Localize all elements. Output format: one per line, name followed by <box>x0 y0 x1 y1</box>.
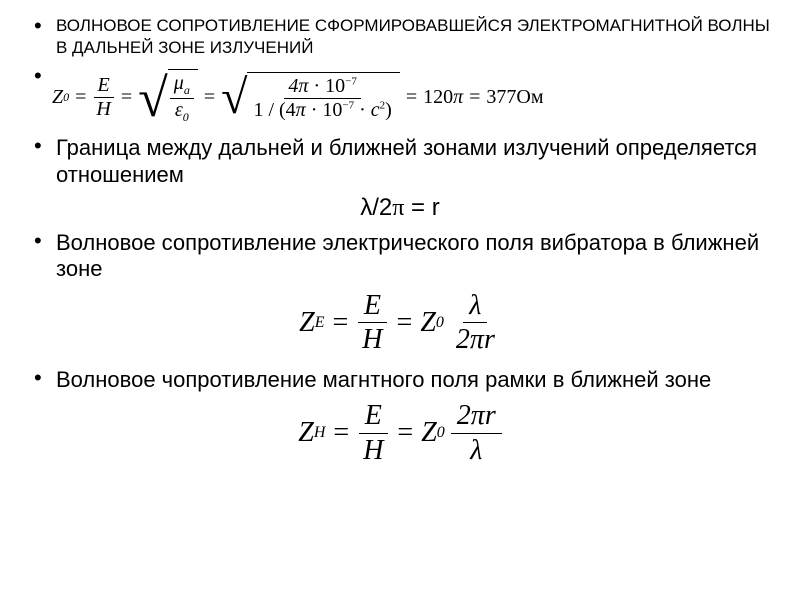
eq1-eq3: = <box>204 86 215 109</box>
bullet-1-text: ВОЛНОВОЕ СОПРОТИВЛЕНИЕ СФОРМИРОВАВШЕЙСЯ … <box>56 15 770 59</box>
bullet-5: Волновое чопротивление магнтного поля ра… <box>30 367 770 393</box>
bullet-list: ВОЛНОВОЕ СОПРОТИВЛЕНИЕ СФОРМИРОВАВШЕЙСЯ … <box>30 15 770 188</box>
eq1-sqrt2: √ 4π · 10−7 1 / (4π · 10−7 · c2) <box>221 72 400 122</box>
zh-E: E <box>359 399 388 434</box>
bullet-3-text: Граница между дальней и ближней зонами и… <box>56 135 770 188</box>
eq1-exp1: −7 <box>345 76 357 88</box>
eq1-d2c: · <box>354 99 371 121</box>
bullet-3: Граница между дальней и ближней зонами и… <box>30 135 770 188</box>
eq1-Z: Z <box>52 86 63 109</box>
bullet-5-text: Волновое чопротивление магнтного поля ра… <box>56 367 770 393</box>
eq1-eq5: = <box>469 86 480 109</box>
eq1-sqrt1: √ μa ε0 <box>138 69 198 125</box>
ze-eq2: = <box>397 307 413 339</box>
eq1-dot1: · <box>308 75 325 97</box>
ce-pi: π <box>392 195 404 221</box>
ze-frac-lam: λ 2πr <box>450 289 501 357</box>
equation-ze: ZE = E H = Z0 λ 2πr <box>30 289 770 357</box>
eq1-frac-EH: E H <box>92 74 114 121</box>
zh-2: 2 <box>457 400 471 431</box>
ze-Z0: Z <box>420 307 436 339</box>
eq1-n4: 4 <box>288 75 298 97</box>
eq1-eps: ε <box>175 99 183 121</box>
ze-Zsub: E <box>315 314 325 332</box>
eq1-frac-big: 4π · 10−7 1 / (4π · 10−7 · c2) <box>249 75 395 122</box>
zh-H: H <box>357 434 389 468</box>
eq1-d2b: · 10 <box>306 99 343 121</box>
eq1-pi3: π <box>453 86 463 109</box>
equation-zh: ZH = E H = Z0 2πr λ <box>30 399 770 467</box>
ze-frac-EH: E H <box>356 289 388 357</box>
eq1-ten1: 10 <box>325 75 345 97</box>
eq1-Zsub: 0 <box>63 90 69 105</box>
ze-r: r <box>484 324 495 355</box>
bullet-4: Волновое сопротивление электрического по… <box>30 230 770 283</box>
eq1-377: 377 <box>486 86 516 109</box>
zh-Z0sub: 0 <box>437 424 445 442</box>
eq1-E: E <box>94 74 114 98</box>
zh-Z: Z <box>298 417 314 449</box>
eq1-c: c <box>371 99 380 121</box>
ze-E: E <box>358 289 387 324</box>
ce-rhs: r <box>432 194 440 221</box>
bullet-list-2: Волновое сопротивление электрического по… <box>30 230 770 283</box>
bullet-eq1: Z0 = E H = √ μa ε0 = <box>30 65 770 129</box>
ce-lhs: λ/2 <box>360 194 392 221</box>
eq1-eq4: = <box>406 86 417 109</box>
ce-mid: = <box>404 194 431 221</box>
zh-pi: π <box>471 400 485 431</box>
zh-frac-lam: 2πr λ <box>451 399 502 467</box>
equation-z0: Z0 = E H = √ μa ε0 = <box>52 65 770 129</box>
radical-icon: √ <box>221 74 247 122</box>
eq1-eq1: = <box>75 86 86 109</box>
equation-boundary: λ/2π = r <box>30 194 770 222</box>
eq1-H: H <box>92 98 114 121</box>
bullet-1: ВОЛНОВОЕ СОПРОТИВЛЕНИЕ СФОРМИРОВАВШЕЙСЯ … <box>30 15 770 59</box>
ze-Z: Z <box>299 307 315 339</box>
eq1-120: 120 <box>423 86 453 109</box>
zh-lam: λ <box>470 435 482 466</box>
bullet-list-3: Волновое чопротивление магнтного поля ра… <box>30 367 770 393</box>
zh-Zsub: H <box>314 424 326 442</box>
eq1-frac-mu-eps: μa ε0 <box>170 72 194 125</box>
zh-eq1: = <box>333 417 349 449</box>
ze-lam: λ <box>469 290 481 321</box>
zh-eq2: = <box>397 417 413 449</box>
slide: ВОЛНОВОЕ СОПРОТИВЛЕНИЕ СФОРМИРОВАВШЕЙСЯ … <box>0 0 800 600</box>
ze-2: 2 <box>456 324 470 355</box>
ze-Z0sub: 0 <box>436 314 444 332</box>
zh-Z0: Z <box>421 417 437 449</box>
eq1-exp2: −7 <box>342 100 354 112</box>
eq1-mu: μ <box>174 72 184 94</box>
zh-r: r <box>485 400 496 431</box>
ze-H: H <box>356 323 388 357</box>
eq1-ohm: Ом <box>516 86 543 109</box>
ze-eq1: = <box>333 307 349 339</box>
eq1-d2d: ) <box>385 99 392 121</box>
eq1-d2a: 1 / (4 <box>253 99 295 121</box>
eq1-pi2: π <box>296 99 306 121</box>
radical-icon: √ <box>138 71 168 125</box>
ze-pi: π <box>470 324 484 355</box>
eq1-pi1: π <box>298 75 308 97</box>
bullet-4-text: Волновое сопротивление электрического по… <box>56 230 770 283</box>
eq1-mu-sub: a <box>184 83 190 97</box>
eq1-eps-sub: 0 <box>183 110 189 124</box>
eq1-eq2: = <box>121 86 132 109</box>
zh-frac-EH: E H <box>357 399 389 467</box>
